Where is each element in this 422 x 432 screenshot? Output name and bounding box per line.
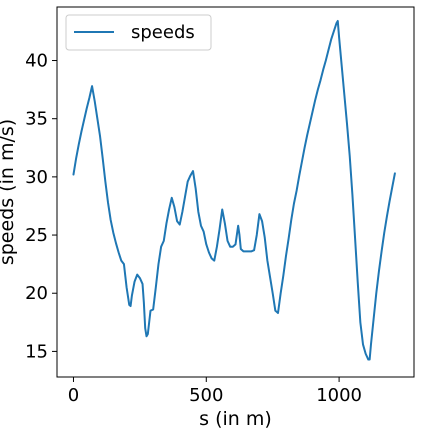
x-tick-label: 1000 [316,385,362,406]
legend-label-speeds: speeds [131,22,195,43]
plot-area [57,7,414,377]
y-tick-label: 30 [25,167,48,188]
y-tick-label: 40 [25,51,48,72]
x-axis-ticks: 0 500 1000 [68,377,362,406]
y-tick-label: 15 [25,341,48,362]
y-axis-ticks: 15 20 25 30 35 40 [25,51,57,362]
y-axis-label: speeds (in m/s) [0,119,18,265]
x-axis-label: s (in m) [199,408,272,428]
speeds-series-line [72,19,396,361]
y-tick-label: 20 [25,283,48,304]
x-tick-label: 0 [68,385,79,406]
legend-box [65,14,212,51]
y-tick-label: 35 [25,109,48,130]
legend: speeds [65,14,212,51]
y-tick-label: 25 [25,225,48,246]
plot-frame [56,6,415,378]
x-tick-label: 500 [189,385,223,406]
